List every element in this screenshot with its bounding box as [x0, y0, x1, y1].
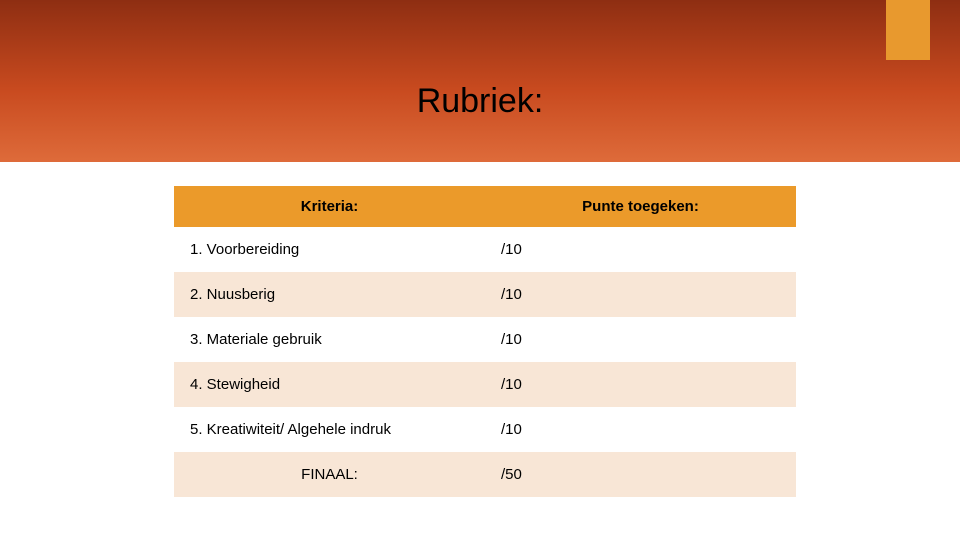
- cell-punte: /10: [485, 407, 796, 452]
- rubric-table-container: Kriteria: Punte toegeken: 1. Voorbereidi…: [174, 186, 796, 497]
- cell-final-punte: /50: [485, 452, 796, 497]
- col-header-kriteria: Kriteria:: [174, 186, 485, 227]
- cell-kriteria: 5. Kreatiwiteit/ Algehele indruk: [174, 407, 485, 452]
- table-row: 4. Stewigheid /10: [174, 362, 796, 407]
- cell-kriteria: 3. Materiale gebruik: [174, 317, 485, 362]
- accent-tab: [886, 0, 930, 60]
- table-header-row: Kriteria: Punte toegeken:: [174, 186, 796, 227]
- table-row: 2. Nuusberig /10: [174, 272, 796, 317]
- cell-kriteria: 4. Stewigheid: [174, 362, 485, 407]
- cell-kriteria: 1. Voorbereiding: [174, 227, 485, 272]
- cell-punte: /10: [485, 317, 796, 362]
- cell-kriteria: 2. Nuusberig: [174, 272, 485, 317]
- cell-punte: /10: [485, 272, 796, 317]
- rubric-table: Kriteria: Punte toegeken: 1. Voorbereidi…: [174, 186, 796, 497]
- title-banner: Rubriek:: [0, 0, 960, 162]
- table-row: 3. Materiale gebruik /10: [174, 317, 796, 362]
- table-row: 5. Kreatiwiteit/ Algehele indruk /10: [174, 407, 796, 452]
- slide-title: Rubriek:: [0, 82, 960, 121]
- cell-punte: /10: [485, 227, 796, 272]
- cell-punte: /10: [485, 362, 796, 407]
- table-row: 1. Voorbereiding /10: [174, 227, 796, 272]
- col-header-punte: Punte toegeken:: [485, 186, 796, 227]
- table-final-row: FINAAL: /50: [174, 452, 796, 497]
- cell-final-label: FINAAL:: [174, 452, 485, 497]
